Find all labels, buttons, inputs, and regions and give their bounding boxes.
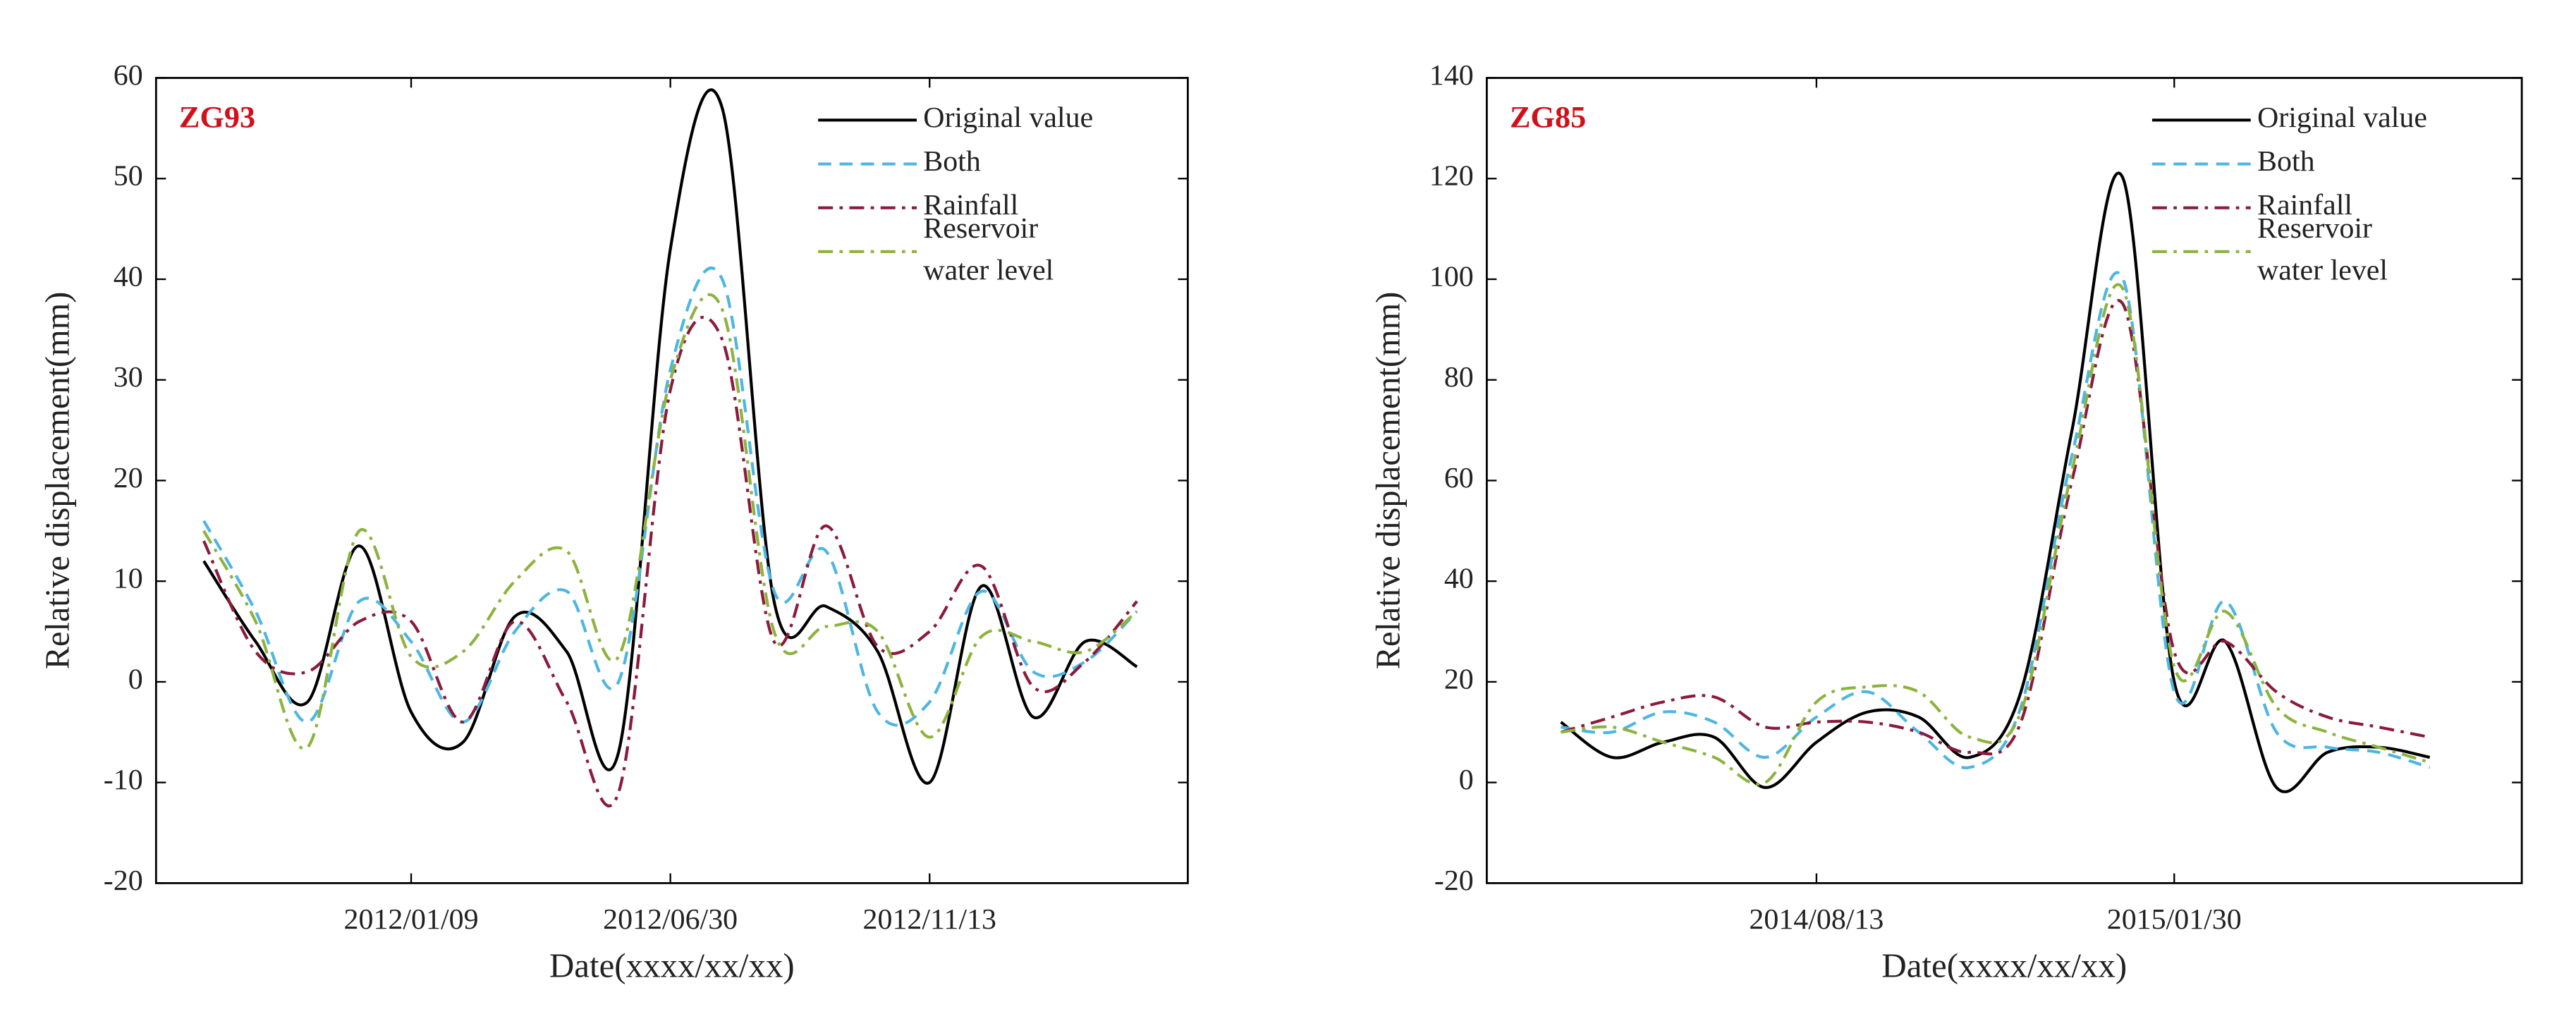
chart: -20 -10 0 10 20 30 40 50 60 2012/01/09 2012/06/30 2… bbox=[38, 59, 1189, 985]
y-tick-label: 40 bbox=[1444, 563, 1474, 595]
line-series bbox=[1561, 283, 2431, 786]
plot-frame bbox=[1485, 77, 2523, 884]
y-axis-label: Relative displacement(mm) bbox=[38, 292, 76, 670]
y-tick-label: -10 bbox=[104, 764, 143, 796]
legend-label-line: Reservoir bbox=[923, 212, 1045, 245]
legend-label: Original value bbox=[923, 102, 1093, 134]
y-tick-label: -20 bbox=[1434, 865, 1474, 897]
line-series bbox=[202, 267, 1138, 727]
y-tick-label: 50 bbox=[114, 160, 143, 193]
legend-label-line: Reservoir bbox=[2257, 212, 2379, 245]
line-series bbox=[202, 293, 1138, 750]
legend-label: Reservoir water level bbox=[2257, 212, 2388, 287]
chart: -20 0 20 40 60 80 100 120 140 2014/08/13 2015/01/3… bbox=[1369, 59, 2523, 985]
line-series bbox=[202, 88, 1138, 785]
y-tick-label: 60 bbox=[114, 59, 143, 92]
x-tick-label: 2012/11/13 bbox=[863, 903, 996, 936]
y-tick-label: 140 bbox=[1429, 59, 1474, 92]
legend-label-line: water level bbox=[923, 254, 1054, 286]
x-axis-label: Date(xxxx/xx/xx) bbox=[549, 947, 795, 985]
line-series bbox=[202, 315, 1138, 807]
plot-frame bbox=[154, 77, 1189, 884]
x-tick-label: 2014/08/13 bbox=[1749, 903, 1884, 936]
legend-label: Both bbox=[923, 145, 981, 178]
y-tick-label: -20 bbox=[104, 865, 143, 897]
x-axis-label: Date(xxxx/xx/xx) bbox=[1881, 947, 2127, 985]
y-tick-label: 120 bbox=[1429, 160, 1474, 193]
x-tick-label: 2015/01/30 bbox=[2107, 903, 2242, 936]
line-series bbox=[1560, 171, 2431, 793]
y-tick-label: 0 bbox=[1459, 764, 1474, 796]
chart-title: ZG93 bbox=[179, 100, 255, 135]
y-tick-label: 10 bbox=[114, 563, 143, 595]
line-series bbox=[1560, 299, 2431, 756]
y-tick-label: 20 bbox=[1444, 664, 1474, 696]
y-axis-label: Relative displacement(mm) bbox=[1369, 292, 1407, 670]
y-tick-label: 20 bbox=[114, 462, 143, 494]
legend-label: Rainfall bbox=[2257, 189, 2352, 221]
chart-title: ZG85 bbox=[1510, 100, 1586, 135]
legend-label: Original value bbox=[2257, 102, 2427, 134]
y-tick-label: 60 bbox=[1444, 462, 1474, 494]
y-tick-label: 0 bbox=[128, 664, 143, 696]
y-tick-label: 80 bbox=[1444, 361, 1474, 393]
y-tick-label: 100 bbox=[1429, 261, 1474, 293]
y-tick-label: 30 bbox=[114, 361, 143, 393]
line-series bbox=[1561, 271, 2431, 769]
legend-label: Both bbox=[2257, 145, 2315, 178]
x-tick-label: 2012/06/30 bbox=[603, 903, 738, 936]
legend-label: Reservoir water level bbox=[923, 212, 1054, 287]
legend-label-line: water level bbox=[2257, 254, 2388, 286]
x-tick-label: 2012/01/09 bbox=[344, 903, 479, 936]
y-tick-label: 40 bbox=[114, 261, 143, 293]
legend-label: Rainfall bbox=[923, 189, 1018, 221]
